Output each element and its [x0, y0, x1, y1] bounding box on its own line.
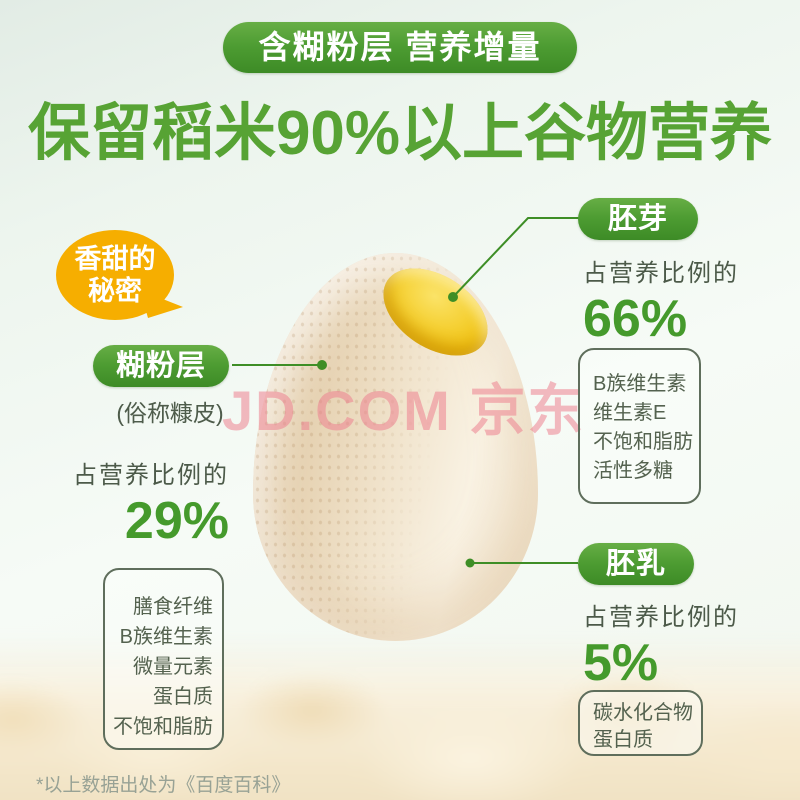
nutrient-item: 微量元素	[133, 656, 213, 678]
banner-pill: 含糊粉层 营养增量	[223, 22, 577, 73]
nutrient-item: 活性多糖	[593, 460, 673, 482]
rice-grain-image	[253, 253, 538, 641]
endosperm-stat: 占营养比例的 5%	[583, 597, 739, 691]
germ-badge: 胚芽	[578, 198, 698, 240]
germ-ratio-value: 66%	[583, 290, 688, 348]
germ-anchor-dot	[448, 292, 458, 302]
endosperm-badge: 胚乳	[578, 543, 694, 585]
nutrient-item: 碳水化合物	[593, 702, 693, 724]
jd-watermark: JD.COM 京东	[222, 379, 586, 442]
aleurone-stat: 占营养比例的 29%	[33, 455, 229, 549]
nutrient-item: B族维生素	[119, 626, 213, 648]
germ-ratio-label: 占营养比例的	[583, 260, 739, 287]
bubble-line2: 秘密	[88, 276, 142, 306]
data-source-footnote: *以上数据出处为《百度百科》	[36, 775, 291, 796]
sweet-secret-bubble: 香甜的 秘密	[56, 230, 174, 320]
aleurone-subtitle: (俗称糠皮)	[116, 400, 224, 426]
germ-nutrient-list: B族维生素 维生素E 不饱和脂肪 活性多糖	[578, 348, 701, 504]
nutrient-item: 蛋白质	[153, 686, 213, 708]
page-title: 保留稻米90%以上谷物营养	[27, 99, 773, 168]
nutrient-item: 不饱和脂肪	[593, 431, 693, 453]
aleurone-badge: 糊粉层	[93, 345, 229, 387]
aleurone-ratio-value: 29%	[124, 492, 229, 550]
nutrient-item: 维生素E	[593, 402, 667, 424]
aleurone-anchor-dot	[317, 360, 327, 370]
nutrient-item: B族维生素	[593, 373, 687, 395]
nutrient-item: 不饱和脂肪	[113, 716, 213, 738]
endosperm-ratio-label: 占营养比例的	[583, 604, 739, 631]
germ-leader-line	[452, 217, 580, 298]
endosperm-nutrient-list: 碳水化合物 蛋白质	[578, 690, 703, 756]
nutrient-item: 膳食纤维	[133, 596, 213, 618]
rice-pile-background	[0, 635, 800, 800]
aleurone-ratio-label: 占营养比例的	[73, 462, 229, 489]
bubble-line1: 香甜的	[74, 243, 156, 274]
nutrient-item: 蛋白质	[593, 729, 653, 751]
aleurone-nutrient-list: 膳食纤维 B族维生素 微量元素 蛋白质 不饱和脂肪	[103, 568, 224, 750]
endosperm-anchor-dot	[465, 558, 475, 568]
germ-stat: 占营养比例的 66%	[583, 253, 739, 347]
endosperm-ratio-value: 5%	[583, 634, 659, 692]
